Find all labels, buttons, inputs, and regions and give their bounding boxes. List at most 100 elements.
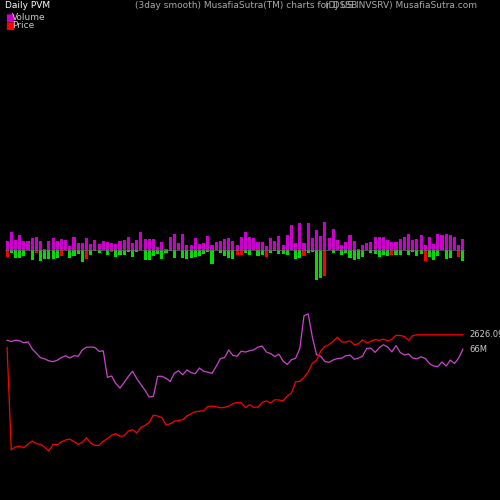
- Bar: [432, 250, 435, 260]
- Bar: [202, 250, 205, 254]
- Bar: [30, 238, 34, 250]
- Text: (DJ US INVSRV) MusafiaSutra.com: (DJ US INVSRV) MusafiaSutra.com: [325, 2, 477, 11]
- Bar: [256, 250, 260, 256]
- Bar: [244, 250, 247, 254]
- Bar: [378, 250, 381, 256]
- Bar: [98, 244, 100, 250]
- Bar: [135, 250, 138, 252]
- Bar: [344, 250, 348, 253]
- Bar: [194, 250, 197, 256]
- Bar: [202, 242, 205, 250]
- Bar: [260, 250, 264, 255]
- Bar: [186, 250, 188, 259]
- Bar: [298, 250, 302, 258]
- Bar: [374, 250, 376, 254]
- Bar: [48, 250, 50, 260]
- Bar: [302, 250, 306, 256]
- Bar: [269, 250, 272, 254]
- Bar: [457, 250, 460, 256]
- Bar: [411, 250, 414, 252]
- Bar: [344, 242, 348, 250]
- Bar: [244, 232, 247, 250]
- Bar: [56, 240, 59, 250]
- Bar: [273, 241, 276, 250]
- Bar: [240, 236, 243, 250]
- Bar: [332, 230, 335, 250]
- Bar: [444, 250, 448, 258]
- Bar: [227, 250, 230, 258]
- Bar: [118, 250, 122, 256]
- Bar: [81, 242, 84, 250]
- Bar: [144, 250, 146, 260]
- Bar: [18, 236, 21, 250]
- Bar: [336, 240, 339, 250]
- Bar: [168, 237, 172, 250]
- Bar: [98, 250, 100, 253]
- Bar: [256, 242, 260, 250]
- Bar: [436, 250, 440, 256]
- Bar: [181, 234, 184, 250]
- Bar: [39, 241, 42, 250]
- Bar: [131, 243, 134, 250]
- Bar: [278, 236, 280, 250]
- Bar: [56, 250, 59, 258]
- Bar: [223, 239, 226, 250]
- Bar: [286, 235, 289, 250]
- Bar: [60, 239, 63, 250]
- Bar: [449, 250, 452, 258]
- Bar: [311, 250, 314, 252]
- Text: Volume: Volume: [12, 12, 46, 22]
- Bar: [294, 243, 297, 250]
- Bar: [436, 234, 440, 250]
- Bar: [432, 244, 435, 250]
- Bar: [210, 250, 214, 264]
- Bar: [64, 240, 67, 250]
- Bar: [35, 250, 38, 252]
- Bar: [106, 250, 109, 255]
- Bar: [365, 243, 368, 250]
- Bar: [35, 238, 38, 250]
- Bar: [374, 237, 376, 250]
- Bar: [416, 240, 418, 250]
- Bar: [18, 250, 21, 258]
- Bar: [352, 250, 356, 260]
- Bar: [219, 250, 222, 253]
- Bar: [306, 250, 310, 252]
- Bar: [140, 232, 142, 250]
- Bar: [440, 235, 444, 250]
- Bar: [14, 250, 17, 258]
- Bar: [94, 250, 96, 251]
- Bar: [94, 240, 96, 250]
- Bar: [252, 238, 256, 250]
- Bar: [223, 250, 226, 256]
- Bar: [127, 237, 130, 250]
- Bar: [407, 234, 410, 250]
- Bar: [10, 250, 13, 252]
- Bar: [152, 250, 155, 256]
- Bar: [181, 250, 184, 258]
- Bar: [219, 241, 222, 250]
- Bar: [76, 243, 80, 250]
- Bar: [269, 238, 272, 250]
- Bar: [173, 234, 176, 250]
- Bar: [186, 245, 188, 250]
- Bar: [232, 241, 234, 250]
- Bar: [114, 244, 117, 250]
- Bar: [315, 230, 318, 250]
- Bar: [361, 244, 364, 250]
- Bar: [282, 250, 284, 254]
- Bar: [370, 242, 372, 250]
- Text: 66M: 66M: [469, 344, 487, 354]
- Bar: [214, 242, 218, 250]
- Bar: [260, 242, 264, 250]
- Bar: [43, 250, 46, 260]
- Bar: [290, 225, 293, 250]
- Bar: [164, 248, 168, 250]
- Bar: [6, 250, 8, 258]
- Bar: [382, 238, 385, 250]
- Bar: [332, 250, 335, 253]
- Bar: [110, 242, 113, 250]
- Bar: [198, 250, 201, 256]
- Bar: [340, 245, 343, 250]
- Bar: [206, 236, 210, 250]
